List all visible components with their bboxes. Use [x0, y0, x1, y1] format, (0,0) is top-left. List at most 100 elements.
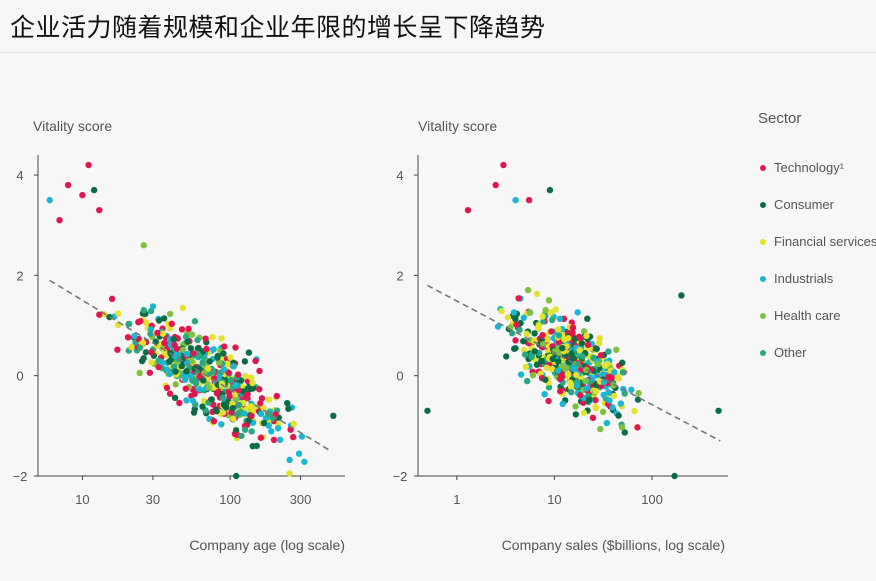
data-point — [128, 343, 135, 351]
data-point — [115, 310, 122, 317]
data-point — [592, 387, 600, 395]
data-point — [590, 354, 597, 362]
data-point — [548, 365, 556, 373]
data-point — [584, 341, 592, 349]
data-point — [298, 433, 306, 440]
data-point — [580, 409, 588, 417]
data-point — [229, 400, 236, 407]
y-tick-label: 2 — [396, 268, 403, 283]
data-point — [161, 339, 168, 347]
data-point — [285, 405, 292, 412]
data-point — [238, 432, 245, 440]
data-point — [512, 196, 519, 204]
legend-item: Consumer — [758, 186, 876, 223]
chart-panel: 4 2 0 −2 1 10 100 Vitality score Company sales (… — [393, 118, 728, 553]
data-point — [158, 359, 166, 366]
data-point — [584, 315, 591, 322]
data-point — [244, 390, 251, 398]
data-point — [220, 401, 228, 409]
data-point — [191, 318, 199, 325]
data-point — [192, 377, 200, 385]
data-point — [542, 376, 549, 383]
data-point — [574, 309, 581, 316]
x-tick-label: 100 — [219, 492, 241, 507]
data-point — [504, 314, 512, 321]
data-point — [248, 428, 255, 435]
data-point — [494, 323, 502, 330]
legend-item: Financial services — [758, 223, 876, 260]
data-point — [194, 345, 202, 352]
data-point — [189, 397, 197, 404]
data-point — [196, 385, 203, 393]
data-point — [178, 362, 185, 370]
data-point — [96, 311, 103, 318]
data-point — [597, 425, 604, 433]
y-tick-label: 4 — [16, 168, 23, 183]
data-point — [613, 346, 620, 353]
data-point — [220, 350, 227, 357]
data-point — [634, 396, 642, 403]
data-point — [171, 394, 179, 402]
data-point — [187, 345, 195, 352]
data-point — [218, 421, 225, 428]
data-point — [241, 410, 248, 417]
data-point — [56, 216, 63, 224]
data-point — [555, 326, 562, 333]
data-point — [539, 332, 546, 339]
data-point — [503, 353, 510, 360]
data-point — [147, 330, 154, 338]
data-point — [187, 372, 194, 379]
y-tick-label: −2 — [13, 469, 28, 484]
data-point — [114, 346, 121, 353]
data-point — [424, 407, 431, 414]
data-point — [273, 392, 281, 400]
data-point — [572, 411, 579, 418]
data-point — [166, 390, 174, 397]
data-point — [539, 313, 546, 320]
data-point — [203, 345, 210, 353]
data-point — [178, 326, 186, 333]
data-point — [159, 330, 167, 337]
data-point — [583, 366, 590, 374]
data-point — [545, 397, 552, 405]
data-point — [548, 328, 555, 335]
data-point — [252, 357, 259, 365]
data-point — [136, 369, 143, 377]
data-point — [199, 403, 206, 410]
data-point — [249, 385, 257, 392]
data-point — [247, 374, 255, 381]
data-point — [219, 394, 227, 402]
data-point — [284, 399, 291, 407]
data-point — [570, 355, 577, 362]
data-point — [184, 338, 191, 345]
data-point — [245, 349, 253, 356]
legend-label: Other — [774, 345, 807, 360]
data-point — [557, 388, 564, 395]
data-point — [154, 329, 161, 337]
y-tick-label: 4 — [396, 168, 403, 183]
data-point — [200, 377, 207, 384]
data-point — [170, 363, 178, 370]
x-tick-label: 1 — [453, 492, 460, 507]
data-point — [295, 450, 303, 457]
data-point — [139, 339, 147, 346]
data-point — [182, 385, 190, 392]
data-point — [232, 344, 239, 351]
data-point — [286, 456, 293, 464]
data-point — [172, 381, 179, 388]
data-point — [290, 420, 297, 428]
data-point — [554, 367, 562, 374]
x-tick-label: 30 — [146, 492, 160, 507]
legend-title: Sector — [758, 110, 802, 127]
y-axis-label: Vitality score — [33, 118, 112, 134]
x-tick-label: 300 — [290, 492, 312, 507]
data-point — [619, 359, 626, 366]
data-point — [301, 458, 308, 465]
legend-item: Industrials — [758, 260, 876, 297]
data-point — [634, 424, 641, 431]
data-point — [183, 397, 190, 404]
data-point — [492, 181, 499, 189]
x-tick-label: 10 — [75, 492, 89, 507]
data-point — [545, 297, 553, 304]
legend-label: Industrials — [774, 271, 834, 286]
